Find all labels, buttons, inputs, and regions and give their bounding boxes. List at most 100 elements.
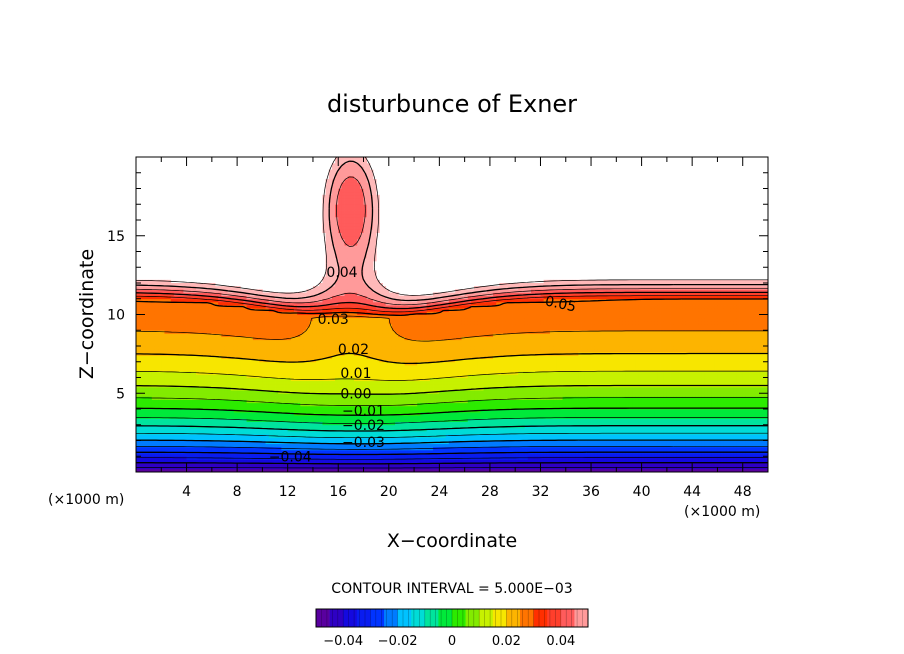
contour-cell: [344, 327, 349, 331]
contour-cell: [215, 346, 219, 350]
contour-cell: [192, 283, 197, 287]
contour-cell: [322, 279, 326, 284]
contour-cell: [363, 286, 368, 290]
contour-cell: [357, 216, 361, 221]
contour-cell: [338, 336, 342, 341]
contour-cell: [183, 358, 187, 363]
contour-cell: [158, 402, 162, 407]
contour-cell: [309, 361, 314, 366]
contour-cell: [233, 415, 238, 419]
contour-cell: [243, 462, 247, 467]
contour-cell: [268, 468, 273, 472]
contour-cell: [275, 339, 279, 344]
contour-cell: [357, 437, 361, 441]
contour-cell: [312, 374, 317, 378]
contour-cell: [294, 421, 298, 426]
contour-cell: [331, 254, 336, 259]
contour-cell: [145, 453, 150, 457]
contour-cell: [357, 424, 361, 429]
contour-cell: [297, 383, 301, 388]
contour-cell: [335, 232, 339, 237]
contour-cell: [240, 434, 244, 438]
contour-cell: [325, 276, 330, 281]
contour-cell: [208, 396, 213, 400]
contour-cell: [208, 305, 213, 309]
contour-cell: [347, 364, 352, 369]
contour-cell: [170, 386, 175, 391]
contour-cell: [344, 276, 349, 281]
contour-cell: [186, 446, 191, 451]
contour-cell: [325, 418, 330, 422]
contour-cell: [319, 320, 323, 325]
contour-cell: [183, 437, 187, 441]
contour-cell: [215, 311, 219, 315]
contour-cell: [325, 459, 330, 463]
contour-cell: [303, 336, 308, 341]
contour-cell: [211, 434, 216, 438]
contour-cell: [341, 323, 345, 328]
contour-cell: [319, 459, 323, 463]
contour-cell: [173, 361, 178, 366]
contour-cell: [230, 415, 235, 419]
contour-cell: [268, 390, 273, 394]
contour-cell: [341, 342, 345, 347]
contour-cell: [196, 342, 200, 347]
contour-cell: [309, 346, 314, 350]
contour-cell: [186, 320, 191, 325]
contour-cell: [312, 431, 317, 435]
contour-cell: [287, 355, 292, 359]
contour-cell: [328, 289, 333, 293]
contour-cell: [366, 273, 371, 278]
contour-cell: [294, 386, 298, 391]
contour-cell: [354, 349, 358, 353]
contour-cell: [173, 301, 178, 306]
contour-cell: [350, 449, 355, 454]
contour-cell: [300, 358, 304, 363]
contour-cell: [325, 238, 330, 243]
contour-cell: [363, 383, 368, 388]
contour-cell: [316, 434, 320, 438]
contour-cell: [224, 383, 229, 388]
contour-cell: [366, 251, 371, 256]
contour-cell: [366, 166, 371, 170]
contour-cell: [322, 418, 326, 422]
contour-cell: [199, 289, 203, 293]
contour-cell: [158, 399, 162, 404]
contour-cell: [316, 301, 320, 306]
contour-cell: [218, 289, 222, 293]
contour-cell: [161, 405, 165, 410]
contour-cell: [221, 342, 225, 347]
contour-cell: [243, 383, 247, 388]
contour-cell: [322, 201, 326, 205]
contour-cell: [294, 462, 298, 467]
contour-cell: [328, 346, 333, 350]
contour-cell: [202, 462, 206, 467]
contour-cell: [202, 377, 206, 382]
contour-cell: [158, 386, 162, 391]
contour-cell: [145, 323, 150, 328]
contour-cell: [303, 415, 308, 419]
contour-cell: [294, 437, 298, 441]
contour-cell: [136, 415, 140, 419]
contour-cell: [262, 323, 266, 328]
contour-cell: [192, 289, 197, 293]
contour-cell: [148, 364, 153, 369]
contour-cell: [259, 386, 263, 391]
contour-cell: [243, 377, 247, 382]
contour-cell: [271, 374, 276, 378]
contour-cell: [271, 358, 276, 363]
contour-cell: [328, 179, 333, 183]
contour-cell: [151, 339, 156, 344]
contour-cell: [350, 242, 355, 246]
contour-cell: [325, 289, 330, 293]
contour-cell: [290, 364, 295, 369]
contour-cell: [294, 317, 298, 322]
contour-cell: [196, 390, 200, 394]
contour-cell: [354, 182, 358, 186]
contour-cell: [306, 465, 311, 470]
contour-cell: [189, 301, 194, 306]
contour-cell: [303, 437, 308, 441]
contour-cell: [369, 333, 374, 337]
contour-cell: [331, 182, 336, 186]
contour-cell: [325, 330, 330, 334]
